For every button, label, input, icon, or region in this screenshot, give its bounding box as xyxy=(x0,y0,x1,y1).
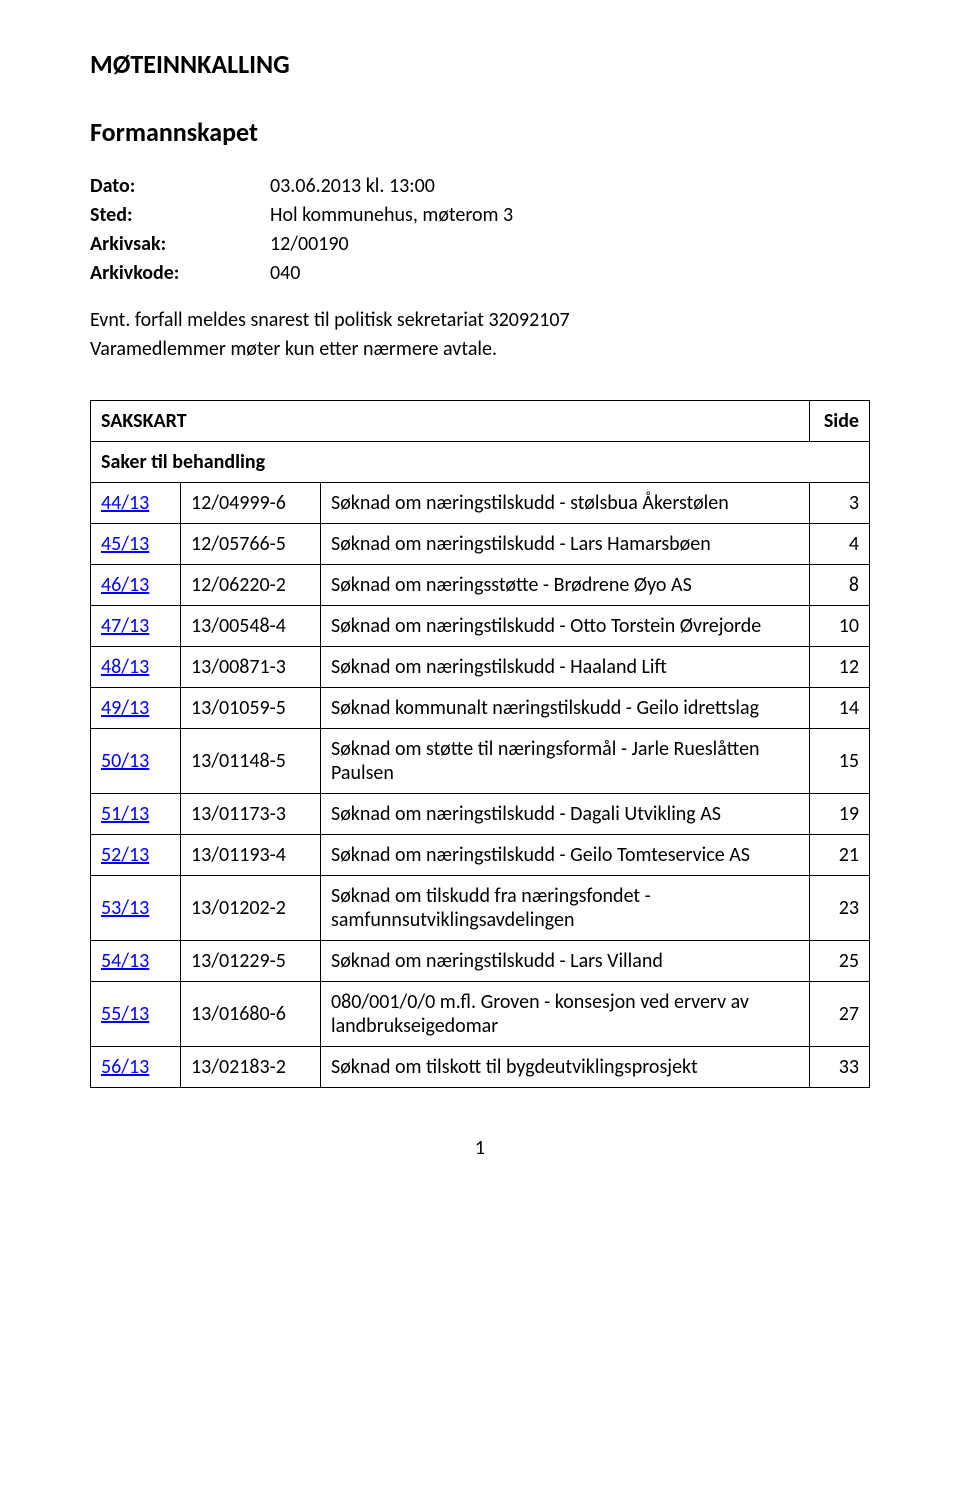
sak-number-link[interactable]: 51/13 xyxy=(101,802,149,826)
meta-arkivkode-value: 040 xyxy=(270,259,870,288)
sak-ref-cell: 13/02183-2 xyxy=(181,1047,321,1088)
sak-title-cell: Søknad om næringstilskudd - Otto Torstei… xyxy=(321,606,810,647)
table-row: 55/13 13/01680-6080/001/0/0 m.fl. Groven … xyxy=(91,982,870,1047)
sak-number-cell: 54/13 xyxy=(91,941,181,982)
table-row: 44/13 12/04999-6Søknad om næringstilskudd… xyxy=(91,483,870,524)
sak-title-cell: Søknad om tilskott til bygdeutviklingspr… xyxy=(321,1047,810,1088)
page-number: 1 xyxy=(90,1136,870,1160)
table-section-title: Saker til behandling xyxy=(91,442,870,483)
table-head-right: Side xyxy=(810,401,870,442)
sak-ref-cell: 12/06220-2 xyxy=(181,565,321,606)
table-row: 54/13 13/01229-5Søknad om næringstilskudd… xyxy=(91,941,870,982)
sak-ref-cell: 13/01229-5 xyxy=(181,941,321,982)
note-text: Evnt. forfall meldes snarest til politis… xyxy=(90,306,870,364)
sak-page-cell: 14 xyxy=(810,688,870,729)
sak-number-cell: 52/13 xyxy=(91,835,181,876)
sak-number-link[interactable]: 49/13 xyxy=(101,696,149,720)
sak-number-cell: 55/13 xyxy=(91,982,181,1047)
table-section-row: Saker til behandling xyxy=(91,442,870,483)
sak-page-cell: 3 xyxy=(810,483,870,524)
sak-ref-cell: 13/00871-3 xyxy=(181,647,321,688)
sak-number-link[interactable]: 50/13 xyxy=(101,749,149,773)
sakskart-table: SAKSKART Side Saker til behandling 44/13… xyxy=(90,400,870,1088)
table-row: 49/13 13/01059-5Søknad kommunalt næringst… xyxy=(91,688,870,729)
table-row: 47/13 13/00548-4Søknad om næringstilskudd… xyxy=(91,606,870,647)
sak-page-cell: 21 xyxy=(810,835,870,876)
table-head-left: SAKSKART xyxy=(91,401,810,442)
sak-title-cell: Søknad om næringsstøtte - Brødrene Øyo A… xyxy=(321,565,810,606)
sak-number-cell: 53/13 xyxy=(91,876,181,941)
sak-ref-cell: 13/01680-6 xyxy=(181,982,321,1047)
sak-ref-cell: 12/04999-6 xyxy=(181,483,321,524)
table-row: 48/13 13/00871-3Søknad om næringstilskudd… xyxy=(91,647,870,688)
meta-block: Dato: 03.06.2013 kl. 13:00 Sted: Hol kom… xyxy=(90,172,870,288)
sak-page-cell: 25 xyxy=(810,941,870,982)
sak-ref-cell: 13/00548-4 xyxy=(181,606,321,647)
sak-page-cell: 33 xyxy=(810,1047,870,1088)
page-subtitle: Formannskapet xyxy=(90,116,870,148)
sak-number-cell: 48/13 xyxy=(91,647,181,688)
page-title: MØTEINNKALLING xyxy=(90,48,870,80)
sak-number-link[interactable]: 47/13 xyxy=(101,614,149,638)
table-row: 45/13 12/05766-5Søknad om næringstilskudd… xyxy=(91,524,870,565)
sak-page-cell: 15 xyxy=(810,729,870,794)
sak-ref-cell: 13/01173-3 xyxy=(181,794,321,835)
sak-page-cell: 10 xyxy=(810,606,870,647)
meta-sted-label: Sted: xyxy=(90,201,270,230)
sak-page-cell: 23 xyxy=(810,876,870,941)
sak-number-link[interactable]: 45/13 xyxy=(101,532,149,556)
sak-number-cell: 49/13 xyxy=(91,688,181,729)
sak-number-link[interactable]: 55/13 xyxy=(101,1002,149,1026)
table-row: 50/13 13/01148-5Søknad om støtte til næri… xyxy=(91,729,870,794)
sak-ref-cell: 13/01193-4 xyxy=(181,835,321,876)
sak-number-link[interactable]: 52/13 xyxy=(101,843,149,867)
sak-number-cell: 46/13 xyxy=(91,565,181,606)
sak-ref-cell: 12/05766-5 xyxy=(181,524,321,565)
sak-number-cell: 50/13 xyxy=(91,729,181,794)
meta-dato-value: 03.06.2013 kl. 13:00 xyxy=(270,172,870,201)
sak-title-cell: Søknad om næringstilskudd - Geilo Tomtes… xyxy=(321,835,810,876)
table-header-row: SAKSKART Side xyxy=(91,401,870,442)
meta-arkivsak-label: Arkivsak: xyxy=(90,230,270,259)
table-row: 56/13 13/02183-2Søknad om tilskott til by… xyxy=(91,1047,870,1088)
sak-ref-cell: 13/01059-5 xyxy=(181,688,321,729)
table-row: 52/13 13/01193-4Søknad om næringstilskudd… xyxy=(91,835,870,876)
sak-title-cell: Søknad om tilskudd fra næringsfondet - s… xyxy=(321,876,810,941)
sak-title-cell: Søknad om støtte til næringsformål - Jar… xyxy=(321,729,810,794)
sak-number-cell: 45/13 xyxy=(91,524,181,565)
sak-page-cell: 4 xyxy=(810,524,870,565)
sak-number-cell: 47/13 xyxy=(91,606,181,647)
sak-number-cell: 51/13 xyxy=(91,794,181,835)
sak-number-link[interactable]: 56/13 xyxy=(101,1055,149,1079)
sak-page-cell: 27 xyxy=(810,982,870,1047)
table-row: 46/13 12/06220-2Søknad om næringsstøtte -… xyxy=(91,565,870,606)
sak-number-link[interactable]: 48/13 xyxy=(101,655,149,679)
meta-sted-value: Hol kommunehus, møterom 3 xyxy=(270,201,870,230)
meta-arkivsak-value: 12/00190 xyxy=(270,230,870,259)
sak-title-cell: Søknad kommunalt næringstilskudd - Geilo… xyxy=(321,688,810,729)
sak-number-cell: 44/13 xyxy=(91,483,181,524)
sak-page-cell: 8 xyxy=(810,565,870,606)
sak-title-cell: Søknad om næringstilskudd - Lars Hamarsb… xyxy=(321,524,810,565)
sak-number-cell: 56/13 xyxy=(91,1047,181,1088)
sak-ref-cell: 13/01202-2 xyxy=(181,876,321,941)
sak-number-link[interactable]: 54/13 xyxy=(101,949,149,973)
sak-title-cell: Søknad om næringstilskudd - stølsbua Åke… xyxy=(321,483,810,524)
sak-page-cell: 12 xyxy=(810,647,870,688)
sak-title-cell: Søknad om næringstilskudd - Lars Villand xyxy=(321,941,810,982)
sak-title-cell: Søknad om næringstilskudd - Haaland Lift xyxy=(321,647,810,688)
sak-ref-cell: 13/01148-5 xyxy=(181,729,321,794)
table-row: 51/13 13/01173-3Søknad om næringstilskudd… xyxy=(91,794,870,835)
sak-title-cell: 080/001/0/0 m.fl. Groven - konsesjon ved… xyxy=(321,982,810,1047)
sak-page-cell: 19 xyxy=(810,794,870,835)
table-row: 53/13 13/01202-2Søknad om tilskudd fra næ… xyxy=(91,876,870,941)
meta-dato-label: Dato: xyxy=(90,172,270,201)
sak-number-link[interactable]: 44/13 xyxy=(101,491,149,515)
sak-number-link[interactable]: 46/13 xyxy=(101,573,149,597)
sak-number-link[interactable]: 53/13 xyxy=(101,896,149,920)
sak-title-cell: Søknad om næringstilskudd - Dagali Utvik… xyxy=(321,794,810,835)
meta-arkivkode-label: Arkivkode: xyxy=(90,259,270,288)
